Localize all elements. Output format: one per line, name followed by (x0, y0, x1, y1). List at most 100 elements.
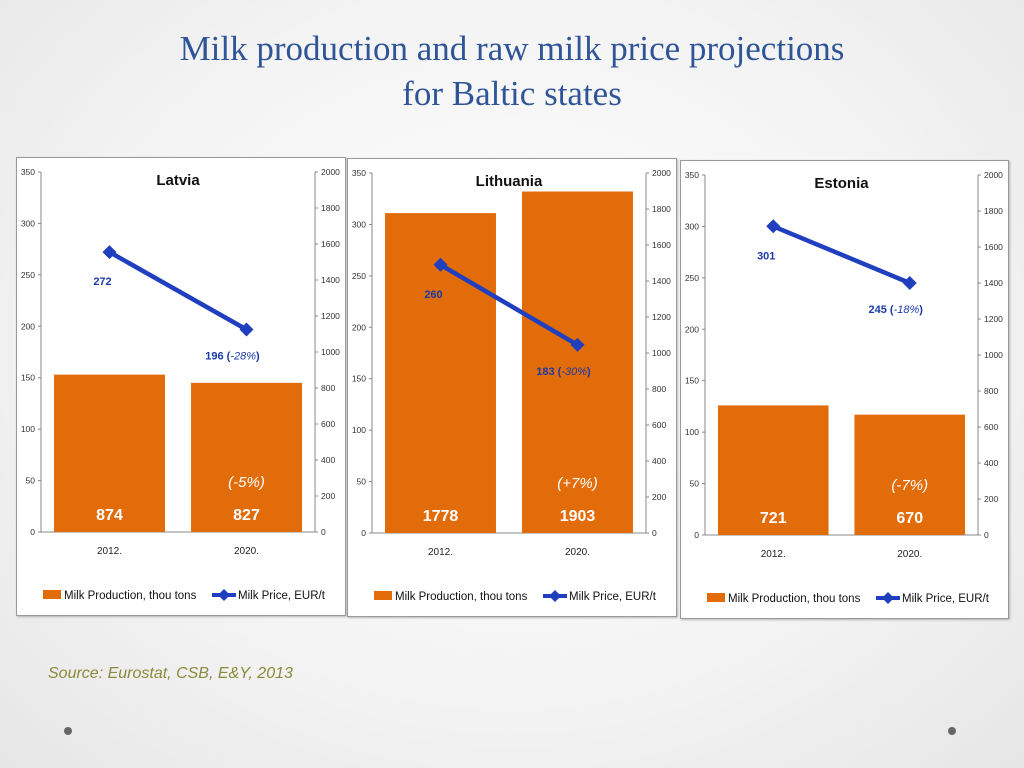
chart-panel-lithuania: 0 50 100 150 200 250 300 350 0 200 400 600 800 1000 12… (347, 158, 677, 617)
bar-value-label: 827 (233, 507, 260, 524)
y-left-tick-label: 350 (21, 167, 35, 177)
y-left-tick-label: 300 (685, 221, 699, 231)
y-right-tick-label: 2000 (321, 167, 340, 177)
price-value: 245 (869, 304, 887, 316)
y-right-tick-label: 400 (652, 456, 666, 466)
y-right-tick-label: 1400 (652, 276, 671, 286)
price-change-close: ) (256, 351, 260, 363)
c1-bar-2020 (522, 191, 633, 533)
price-change-open: ( (224, 351, 231, 363)
y-left-tick-label: 250 (21, 270, 35, 280)
c2-bar-2020 (854, 414, 966, 535)
bar-value-label: 874 (96, 507, 123, 524)
y-right-tick-label: 600 (984, 422, 998, 432)
c0-price-marker-2020 (239, 322, 254, 337)
y-right-tick-label: 200 (984, 494, 998, 504)
y-left-tick-label: 300 (21, 218, 35, 228)
legend-label-price: Milk Price, EUR/t (238, 590, 326, 602)
price-value-label: 183 (-30%) (536, 366, 591, 378)
c0-bar-2012 (54, 374, 165, 532)
y-right-tick-label: 1800 (984, 206, 1003, 216)
c2-price-marker-2012 (766, 219, 781, 234)
y-left-tick-label: 100 (21, 424, 35, 434)
chart-panel-latvia: 0 50 100 150 200 250 300 350 0 200 400 600 800 1000 12… (16, 157, 346, 616)
y-right-tick-label: 1200 (652, 312, 671, 322)
price-change-open: ( (555, 366, 562, 378)
y-left-tick-label: 50 (690, 479, 700, 489)
chart-title: Latvia (156, 172, 200, 189)
legend-line-marker (218, 589, 230, 601)
y-left-tick-label: 50 (357, 477, 367, 487)
price-value-label: 196 (-28%) (205, 351, 260, 363)
c2-price-marker-2020 (902, 276, 917, 290)
x-tick-label: 2020. (897, 549, 922, 560)
y-left-tick-label: 200 (352, 322, 366, 332)
decor-dot-right (948, 727, 956, 735)
y-left-tick-label: 350 (685, 170, 699, 180)
y-left-tick-label: 150 (352, 374, 366, 384)
y-left-tick-label: 0 (361, 528, 366, 538)
y-right-tick-label: 0 (984, 530, 989, 540)
legend-bar-swatch (43, 590, 61, 599)
y-left-tick-label: 250 (685, 273, 699, 283)
y-right-tick-label: 600 (321, 419, 335, 429)
legend-label-price: Milk Price, EUR/t (569, 591, 657, 603)
chart-latvia: 0 50 100 150 200 250 300 350 0 200 400 600 800 1000 12… (21, 167, 340, 602)
price-change-close: ) (919, 304, 923, 316)
y-right-tick-label: 1600 (984, 242, 1003, 252)
y-right-tick-label: 0 (652, 528, 657, 538)
price-line (439, 262, 579, 347)
chart-lithuania: 0 50 100 150 200 250 300 350 0 200 400 600 800 1000 12… (352, 168, 671, 603)
y-right-tick-label: 1000 (321, 347, 340, 357)
x-tick-label: 2012. (428, 547, 453, 558)
price-value-label: 245 (-18%) (869, 304, 924, 316)
x-tick-label: 2012. (761, 549, 786, 560)
bar-change-label: (-5%) (228, 474, 265, 491)
bar-value-label: 1778 (423, 508, 459, 525)
y-right-tick-label: 1800 (321, 203, 340, 213)
price-value-label: 260 (424, 289, 442, 301)
x-tick-label: 2012. (97, 546, 122, 557)
price-line (772, 224, 911, 286)
y-right-tick-label: 800 (984, 386, 998, 396)
y-right-tick-label: 1800 (652, 204, 671, 214)
y-right-tick-label: 1400 (321, 275, 340, 285)
y-left-tick-label: 250 (352, 271, 366, 281)
y-left-tick-label: 300 (352, 219, 366, 229)
y-left-tick-label: 150 (685, 376, 699, 386)
slide-title: Milk production and raw milk price proje… (0, 26, 1024, 116)
source-note: Source: Eurostat, CSB, E&Y, 2013 (48, 665, 293, 682)
legend-label-price: Milk Price, EUR/t (902, 593, 990, 605)
slide-title-line-2: for Baltic states (402, 74, 622, 113)
y-right-tick-label: 1000 (984, 350, 1003, 360)
legend-bar-swatch (374, 591, 392, 600)
bar-value-label: 1903 (560, 508, 596, 525)
y-right-tick-label: 800 (321, 383, 335, 393)
y-right-tick-label: 200 (321, 491, 335, 501)
y-right-tick-label: 1600 (321, 239, 340, 249)
c0-price-marker-2012 (102, 245, 117, 260)
y-right-tick-label: 1600 (652, 240, 671, 250)
y-right-tick-label: 600 (652, 420, 666, 430)
chart-title: Lithuania (476, 173, 543, 190)
y-right-tick-label: 1200 (984, 314, 1003, 324)
x-tick-label: 2020. (565, 547, 590, 558)
price-change-close: ) (587, 366, 591, 378)
y-right-tick-label: 800 (652, 384, 666, 394)
y-right-tick-label: 400 (984, 458, 998, 468)
y-right-tick-label: 200 (652, 492, 666, 502)
y-right-tick-label: 1400 (984, 278, 1003, 288)
price-value: 196 (205, 351, 223, 363)
price-value: 183 (536, 366, 554, 378)
decor-dot-left (64, 727, 72, 735)
c1-price-marker-2012 (433, 257, 448, 272)
bar-change-label: (-7%) (891, 477, 928, 494)
c0-bar-2020 (191, 382, 302, 532)
bar-value-label: 721 (760, 510, 787, 527)
y-right-tick-label: 2000 (652, 168, 671, 178)
y-right-tick-label: 2000 (984, 170, 1003, 180)
chart-panel-estonia: 0 50 100 150 200 250 300 350 0 200 400 600 800 1000 12… (680, 160, 1009, 619)
price-value-label: 272 (93, 276, 111, 288)
legend-label-production: Milk Production, thou tons (728, 593, 861, 605)
price-change: -30% (561, 366, 587, 378)
